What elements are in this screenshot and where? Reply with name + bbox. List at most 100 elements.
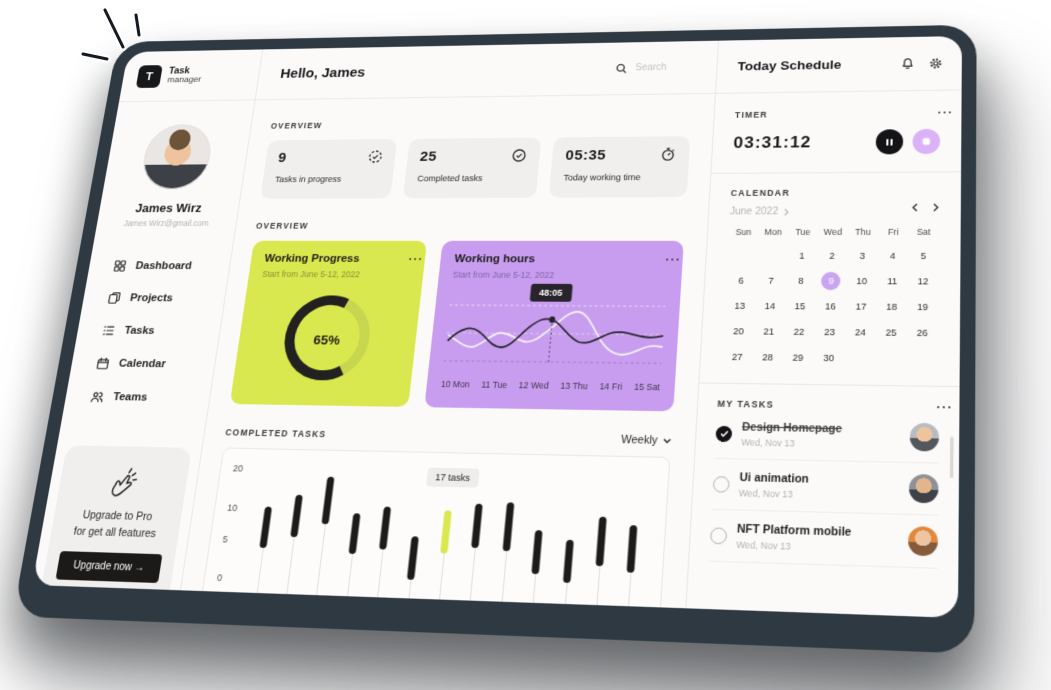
weekday-label: Tue xyxy=(795,226,811,237)
calendar-day[interactable]: 20 xyxy=(732,326,745,337)
bar xyxy=(471,504,484,548)
task-row[interactable]: Design Homepage Wed, Nov 13 xyxy=(714,408,940,464)
task-checkbox[interactable] xyxy=(712,475,730,493)
task-row[interactable]: Ui animation Wed, Nov 13 xyxy=(711,458,939,516)
calendar-day[interactable]: 26 xyxy=(916,327,928,339)
task-checkbox[interactable] xyxy=(709,526,728,544)
progress-donut-chart: 65% xyxy=(268,287,384,396)
chevron-right-icon xyxy=(783,208,789,216)
stat-card-working-time: 05:35 Today working time xyxy=(549,136,691,198)
projects-icon xyxy=(107,291,122,304)
task-title: Design Homepage xyxy=(741,420,843,436)
calendar-day[interactable]: 23 xyxy=(824,326,836,338)
progress-check-icon xyxy=(367,149,384,164)
sidebar-item-projects[interactable]: Projects xyxy=(81,282,227,315)
calendar-day[interactable]: 6 xyxy=(738,275,744,286)
calendar-day[interactable]: 14 xyxy=(764,300,776,312)
scrollbar[interactable] xyxy=(949,436,954,479)
working-progress-title: Working Progress xyxy=(263,253,361,265)
ellipsis-icon[interactable] xyxy=(665,258,669,261)
calendar-day[interactable]: 5 xyxy=(920,250,927,262)
weekday-label: Sun xyxy=(735,227,752,237)
calendar-prev-button[interactable] xyxy=(911,203,918,212)
x-axis-label: 15 Sat xyxy=(633,381,661,393)
calendar-day[interactable]: 8 xyxy=(798,275,804,286)
calendar-day[interactable]: 11 xyxy=(887,276,898,287)
task-title: Ui animation xyxy=(739,470,810,486)
search-input[interactable] xyxy=(632,61,697,74)
search-box[interactable] xyxy=(615,61,697,74)
working-hours-subtitle: Start from June 5-12, 2022 xyxy=(452,269,555,280)
weekly-filter-dropdown[interactable]: Weekly xyxy=(621,434,672,448)
stop-button[interactable] xyxy=(912,128,941,155)
calendar-day[interactable]: 21 xyxy=(763,326,775,337)
calendar-day[interactable]: 29 xyxy=(792,352,804,363)
bar xyxy=(562,539,574,583)
teams-icon xyxy=(89,390,105,404)
gear-icon[interactable] xyxy=(928,56,943,69)
y-axis-tick: 20 xyxy=(232,463,244,474)
bar xyxy=(531,529,543,575)
user-email: James Wirz@gmail.com xyxy=(122,218,210,228)
task-row[interactable]: NFT Platform mobile Wed, Nov 13 xyxy=(708,509,939,569)
stat-card-in-progress: 9 Tasks in progress xyxy=(260,139,398,199)
bell-icon[interactable] xyxy=(900,57,915,70)
sidebar-item-teams[interactable]: Teams xyxy=(63,380,212,416)
task-assignee-avatar xyxy=(907,526,939,557)
calendar-day[interactable]: 12 xyxy=(917,276,929,287)
working-hours-card: Working hours Start from June 5-12, 2022 xyxy=(424,240,684,412)
stat-value: 9 xyxy=(277,150,288,166)
calendar-weekday-row: Sun Mon Tue Wed Thu Fri Sat xyxy=(728,227,939,237)
task-date: Wed, Nov 13 xyxy=(741,436,795,449)
calendar-day[interactable]: 25 xyxy=(885,327,897,338)
calendar-day[interactable]: 10 xyxy=(856,276,868,287)
task-title: NFT Platform mobile xyxy=(736,522,852,539)
calendar-day[interactable]: 3 xyxy=(859,250,866,261)
calendar-day[interactable]: 18 xyxy=(886,301,898,312)
sidebar-item-tasks[interactable]: Tasks xyxy=(75,314,222,348)
month-selector[interactable]: June 2022 xyxy=(730,206,789,217)
x-axis-label: 14 Fri xyxy=(599,381,623,392)
bar xyxy=(258,506,272,549)
check-circle-icon xyxy=(511,148,528,163)
calendar-day[interactable]: 30 xyxy=(823,352,835,364)
weekly-filter-label: Weekly xyxy=(620,433,658,448)
calendar-day[interactable]: 4 xyxy=(889,250,896,261)
sidebar-item-label: Teams xyxy=(112,391,149,404)
calendar-day[interactable]: 1 xyxy=(799,250,805,261)
progress-percent: 65% xyxy=(312,332,341,348)
ellipsis-icon[interactable] xyxy=(937,111,941,114)
bar-track-line xyxy=(315,523,327,607)
calendar-day[interactable]: 17 xyxy=(855,301,867,312)
bar-highlighted xyxy=(440,510,452,555)
calendar-day-selected[interactable]: 9 xyxy=(821,271,842,291)
stopwatch-icon xyxy=(659,147,676,162)
sidebar-item-dashboard[interactable]: Dashboard xyxy=(87,250,232,282)
task-checkbox-checked[interactable] xyxy=(715,425,733,442)
calendar-day[interactable]: 7 xyxy=(768,275,774,286)
upgrade-now-button[interactable]: Upgrade now → xyxy=(55,550,163,583)
calendar-day[interactable]: 13 xyxy=(734,300,746,311)
stat-card-completed: 25 Completed tasks xyxy=(402,137,542,199)
ellipsis-icon[interactable] xyxy=(936,405,940,409)
calendar-next-button[interactable] xyxy=(933,202,940,211)
main-header: Hello, James xyxy=(254,40,719,101)
sidebar-item-calendar[interactable]: Calendar xyxy=(69,347,217,382)
calendar-day[interactable]: 28 xyxy=(761,352,774,363)
calendar-day[interactable]: 15 xyxy=(794,301,806,312)
working-progress-subtitle: Start from June 5-12, 2022 xyxy=(261,269,361,280)
ellipsis-icon[interactable] xyxy=(408,257,412,261)
check-icon xyxy=(719,430,728,438)
calendar-day[interactable]: 16 xyxy=(824,301,836,312)
pause-button[interactable] xyxy=(875,129,904,155)
bar xyxy=(379,506,392,550)
calendar-day[interactable]: 19 xyxy=(917,301,929,313)
bar xyxy=(406,535,419,580)
bar xyxy=(627,525,638,573)
tasks-icon xyxy=(101,324,116,338)
calendar-day[interactable]: 27 xyxy=(731,351,743,363)
calendar-day[interactable]: 2 xyxy=(829,250,835,261)
calendar-day[interactable]: 24 xyxy=(854,327,866,338)
stat-label: Today working time xyxy=(563,172,642,183)
calendar-day[interactable]: 22 xyxy=(793,326,805,338)
